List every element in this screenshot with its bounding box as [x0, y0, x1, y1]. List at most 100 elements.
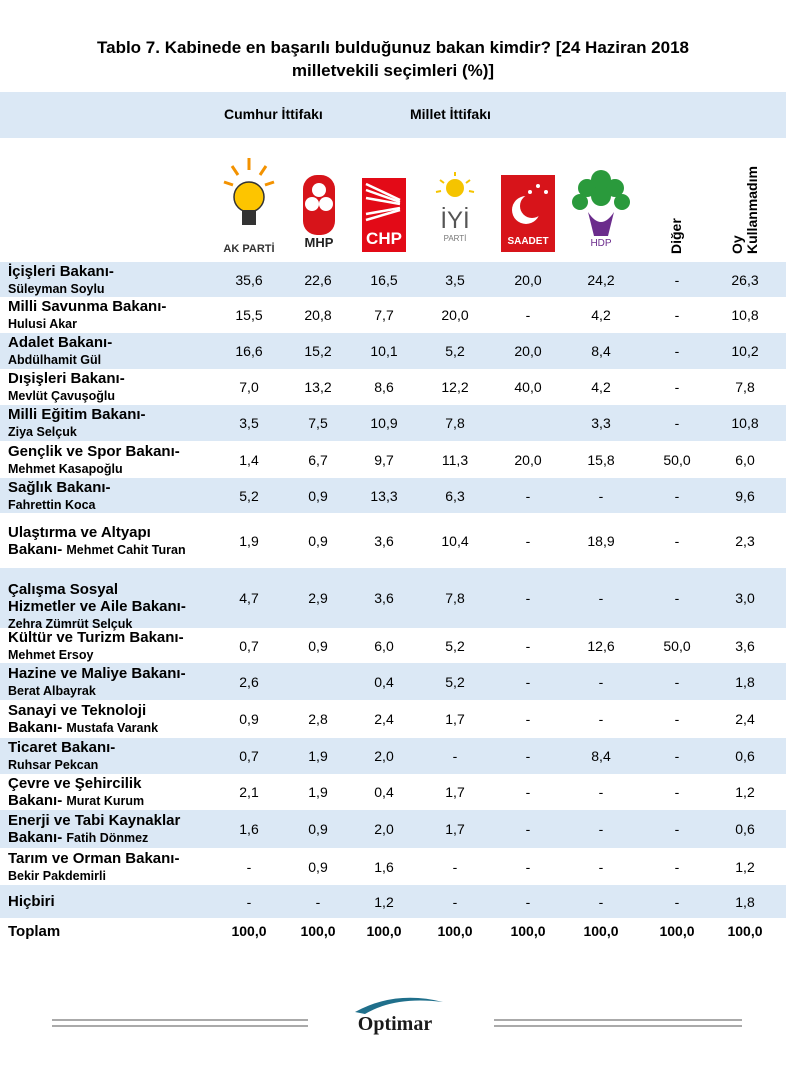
cell: -	[674, 711, 680, 727]
cell: 1,4	[239, 451, 259, 468]
cell: 2,6	[239, 673, 259, 690]
cell: 9,7	[374, 451, 394, 468]
cell: 0,7	[239, 748, 259, 764]
minister-name: Mehmet Cahit Turan	[66, 542, 186, 557]
cell: 0,7	[239, 637, 259, 654]
title: Tablo 7. Kabinede en başarılı bulduğunuz…	[97, 38, 689, 57]
cell: -	[525, 893, 531, 910]
logo-text: SAADET	[507, 236, 548, 247]
minister-name: Mevlüt Çavuşoğlu	[8, 389, 115, 403]
cell: 15,8	[587, 451, 615, 468]
cell: 0,4	[374, 784, 394, 800]
table-row: Adalet Bakanı- Abdülhamit Gül 16,6 15,2 10,1…	[0, 333, 786, 369]
minister-title: İçişleri Bakanı-	[8, 263, 114, 280]
cell: 11,3	[441, 451, 469, 468]
cell: -	[246, 858, 252, 875]
minister-title: Bakanı-	[8, 792, 63, 809]
cell: 26,3	[731, 271, 759, 288]
row-label: Kültür ve Turizm Bakanı- Mehmet Ersoy	[8, 629, 218, 664]
cell: 100,0	[659, 922, 695, 939]
cell: -	[452, 893, 458, 910]
cell: -	[674, 271, 680, 288]
cell: 1,8	[735, 893, 755, 910]
row-label: Sağlık Bakanı- Fahrettin Koca	[8, 479, 218, 514]
cell: 10,9	[370, 415, 398, 431]
minister-title: Ulaştırma ve Altyapı	[8, 523, 151, 541]
table-row: Hiçbiri - - 1,2 - - - - 1,8	[0, 885, 786, 918]
saadet-logo: SAADET	[501, 175, 555, 252]
minister-title: Hiçbiri	[8, 893, 55, 910]
cell: -	[525, 821, 531, 837]
cell: 5,2	[445, 673, 465, 690]
table-row: Çevre ve Şehircilik Bakanı- Murat Kurum 2,…	[0, 774, 786, 810]
minister-title: Gençlik ve Spor Bakanı-	[8, 442, 180, 460]
cell: 9,6	[735, 487, 755, 504]
cell: 7,0	[239, 379, 259, 395]
cell: 0,9	[308, 532, 328, 549]
minister-name: Abdülhamit Gül	[8, 353, 102, 367]
row-label: Hazine ve Maliye Bakanı- Berat Albayrak	[8, 665, 218, 700]
cell: 5,2	[445, 637, 465, 654]
minister-title: Milli Eğitim Bakanı-	[8, 406, 146, 423]
table-row: Kültür ve Turizm Bakanı- Mehmet Ersoy 0,7 0…	[0, 628, 786, 663]
table-row: İçişleri Bakanı- Süleyman Soylu 35,6 22,6 16…	[0, 262, 786, 297]
cell: -	[525, 590, 531, 606]
table-row: Gençlik ve Spor Bakanı- Mehmet Kasapoğlu 1…	[0, 441, 786, 478]
minister-title: Enerji ve Tabi Kaynaklar	[8, 812, 181, 829]
cell: -	[674, 893, 680, 910]
cell: 6,3	[445, 487, 465, 504]
row-label: Çevre ve Şehircilik Bakanı- Murat Kurum	[8, 775, 218, 810]
cell: 5,2	[445, 343, 465, 359]
cell: -	[674, 858, 680, 875]
cell: 8,4	[591, 343, 611, 359]
row-label: Gençlik ve Spor Bakanı- Mehmet Kasapoğlu	[8, 443, 218, 478]
minister-title: Hazine ve Maliye Bakanı-	[8, 664, 186, 682]
minister-title: Kültür ve Turizm Bakanı-	[8, 629, 184, 646]
row-label: Hiçbiri	[8, 893, 218, 910]
hdp-logo: HDP	[572, 170, 630, 249]
cell: -	[674, 487, 680, 504]
minister-name: Hulusi Akar	[8, 317, 78, 331]
minister-title: Hizmetler ve Aile Bakanı-	[8, 598, 186, 615]
cell: 50,0	[663, 637, 691, 654]
cell: 16,6	[235, 343, 263, 359]
cell: -	[525, 532, 531, 549]
cell: 10,2	[731, 343, 759, 359]
row-label: Ulaştırma ve Altyapı Bakanı- Mehmet Cahit…	[8, 524, 218, 559]
table-row: Toplam 100,0 100,0 100,0 100,0 100,0 100,0 100,…	[0, 918, 786, 943]
cell: 8,6	[374, 379, 394, 395]
cell: -	[452, 748, 458, 764]
chp-logo: CHP	[362, 178, 406, 252]
cell: 12,6	[587, 637, 615, 654]
row-label: Toplam	[8, 923, 218, 940]
cell: 4,2	[591, 379, 611, 395]
cell: -	[525, 748, 531, 764]
cell: 13,3	[370, 487, 398, 504]
cell: 1,9	[308, 748, 328, 764]
cell: -	[598, 893, 604, 910]
cell: 7,8	[445, 590, 465, 606]
cell: 100,0	[583, 922, 619, 939]
iyi-logo: İYİ PARTİ	[435, 172, 475, 243]
cell: 7,8	[735, 379, 755, 395]
minister-title: Milli Savunma Bakanı-	[8, 298, 167, 315]
minister-name: Bekir Pakdemirli	[8, 868, 106, 883]
cell: 2,3	[735, 532, 755, 549]
table-row: Sağlık Bakanı- Fahrettin Koca 5,2 0,9 13,3 6,…	[0, 478, 786, 513]
minister-name: Fahrettin Koca	[8, 498, 96, 512]
logos: AK PARTİ MHP CHP İYİ PARTİ SAADET HDP	[223, 158, 630, 255]
cell: -	[525, 784, 531, 800]
cell: 3,5	[239, 415, 259, 431]
cell: 100,0	[727, 922, 763, 939]
cell: -	[674, 748, 680, 764]
minister-name: Mehmet Kasapoğlu	[8, 461, 123, 476]
logo-text: MHP	[305, 235, 334, 250]
cell: 0,9	[308, 858, 328, 875]
cell: 10,8	[731, 415, 759, 431]
row-label: İçişleri Bakanı- Süleyman Soylu	[8, 263, 218, 298]
logo-text: HDP	[590, 238, 611, 249]
cell: -	[674, 590, 680, 606]
cell: 4,7	[239, 590, 259, 606]
minister-title: Çalışma Sosyal	[8, 581, 119, 598]
table-row: Enerji ve Tabi Kaynaklar Bakanı- Fatih Dö…	[0, 810, 786, 848]
